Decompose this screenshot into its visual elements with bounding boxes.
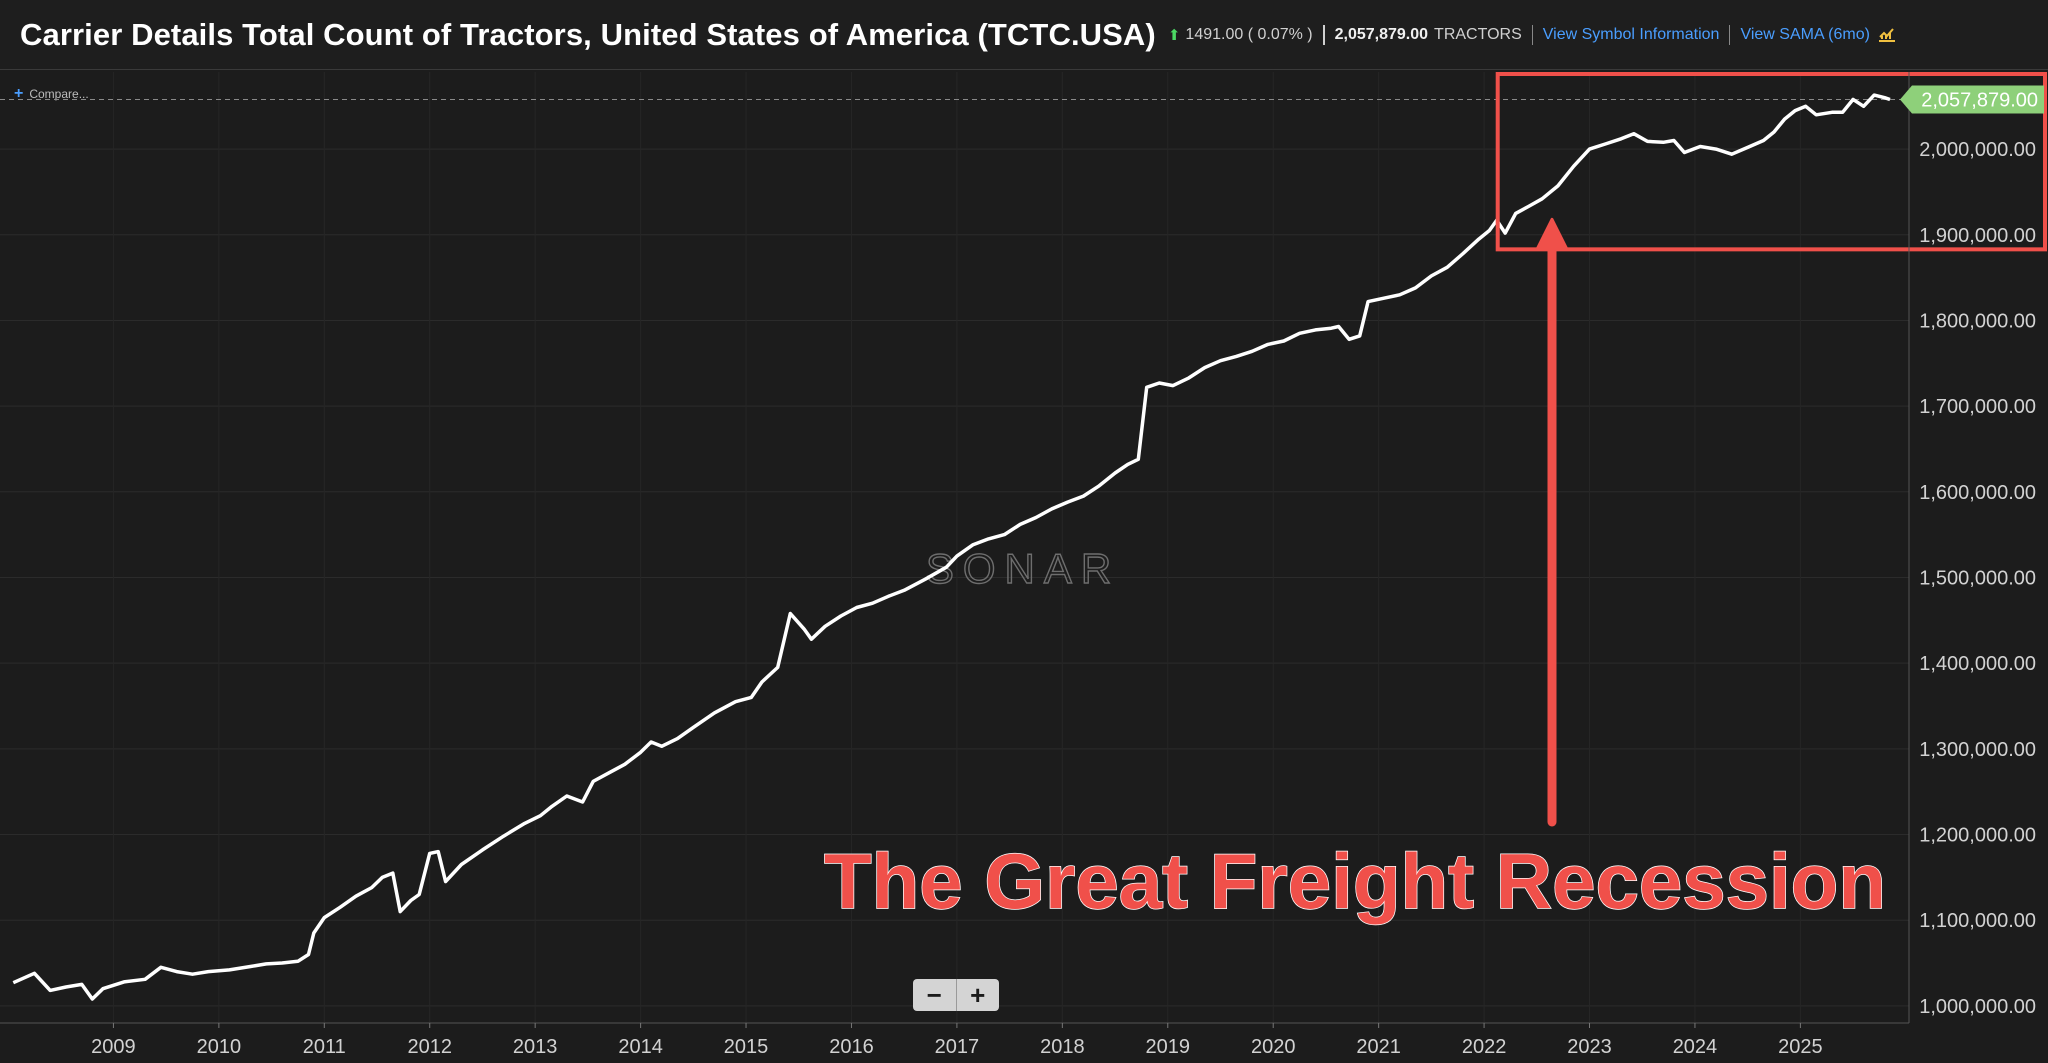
arrow-up-icon: ⬆	[1167, 26, 1181, 44]
tractor-count-line	[12, 93, 1891, 1001]
chart-header: Carrier Details Total Count of Tractors,…	[0, 0, 2048, 70]
y-tick-label: 1,100,000.00	[1919, 910, 2036, 932]
x-tick-label: 2019	[1146, 1036, 1191, 1058]
plus-icon: +	[970, 980, 986, 1010]
x-tick-label: 2023	[1567, 1036, 1612, 1058]
recession-highlight-box	[1495, 72, 2048, 252]
change-value: 1491.00 ( 0.07% )	[1185, 25, 1313, 43]
minus-icon: −	[926, 980, 942, 1010]
x-tick-label: 2022	[1462, 1036, 1507, 1058]
last-value-tag-shape	[1900, 85, 2044, 114]
sonar-watermark: SONAR	[926, 545, 1120, 592]
divider	[1322, 24, 1325, 45]
divider	[1729, 24, 1731, 45]
y-tick-label: 1,900,000.00	[1919, 225, 2036, 247]
x-tick-label: 2016	[829, 1036, 874, 1058]
y-tick-label: 1,000,000.00	[1919, 996, 2036, 1018]
zoom-control: − +	[913, 979, 999, 1011]
arrow-head	[1535, 217, 1569, 251]
chart-title: Carrier Details Total Count of Tractors,…	[20, 16, 1156, 52]
x-axis-labels: 2009 2010 2011 2012 2013 2014 2015 2016 2017 2018…	[91, 1023, 1823, 1058]
y-tick-label: 1,300,000.00	[1919, 739, 2036, 761]
x-tick-label: 2012	[407, 1036, 452, 1058]
latest-value: 2,057,879.00	[1334, 25, 1429, 43]
x-tick-label: 2024	[1673, 1036, 1718, 1058]
x-tick-label: 2015	[724, 1036, 769, 1058]
y-tick-label: 1,500,000.00	[1919, 567, 2036, 589]
last-value-tag-label: 2,057,879.00	[1921, 90, 2038, 112]
x-tick-label: 2011	[303, 1036, 346, 1058]
plus-icon: +	[14, 85, 24, 102]
y-tick-label: 2,000,000.00	[1919, 139, 2036, 161]
compare-button[interactable]: + Compare...	[14, 85, 89, 103]
x-tick-label: 2017	[935, 1036, 980, 1058]
compare-label: Compare...	[29, 87, 89, 101]
annotation-text: The Great Freight Recession	[824, 837, 1886, 925]
view-sama-link[interactable]: View SAMA (6mo)	[1740, 25, 1870, 43]
x-tick-label: 2020	[1251, 1036, 1296, 1058]
y-tick-label: 1,700,000.00	[1919, 396, 2036, 418]
annotation-arrow	[1535, 217, 1569, 827]
zoom-in-button[interactable]: +	[957, 979, 1000, 1011]
y-axis-labels: 1,000,000.00 1,100,000.00 1,200,000.00 1,30…	[1919, 139, 2036, 1018]
chart-grid	[0, 72, 1909, 1023]
view-symbol-information-link[interactable]: View Symbol Information	[1542, 25, 1720, 43]
x-tick-label: 2014	[618, 1036, 663, 1058]
y-tick-label: 1,400,000.00	[1919, 653, 2036, 675]
x-tick-label: 2009	[91, 1036, 136, 1058]
y-tick-label: 1,800,000.00	[1919, 310, 2036, 332]
x-tick-label: 2010	[197, 1036, 242, 1058]
x-tick-label: 2018	[1040, 1036, 1085, 1058]
zoom-out-button[interactable]: −	[913, 979, 957, 1011]
y-tick-label: 1,200,000.00	[1919, 825, 2036, 847]
last-value-tag: 2,057,879.00	[1900, 85, 2044, 114]
sama-chart-icon[interactable]	[1878, 27, 1896, 43]
divider	[1531, 24, 1533, 45]
y-tick-label: 1,600,000.00	[1919, 482, 2036, 504]
x-tick-label: 2013	[513, 1036, 558, 1058]
x-tick-label: 2025	[1778, 1036, 1823, 1058]
value-unit: TRACTORS	[1434, 25, 1522, 43]
x-tick-label: 2021	[1356, 1036, 1401, 1058]
